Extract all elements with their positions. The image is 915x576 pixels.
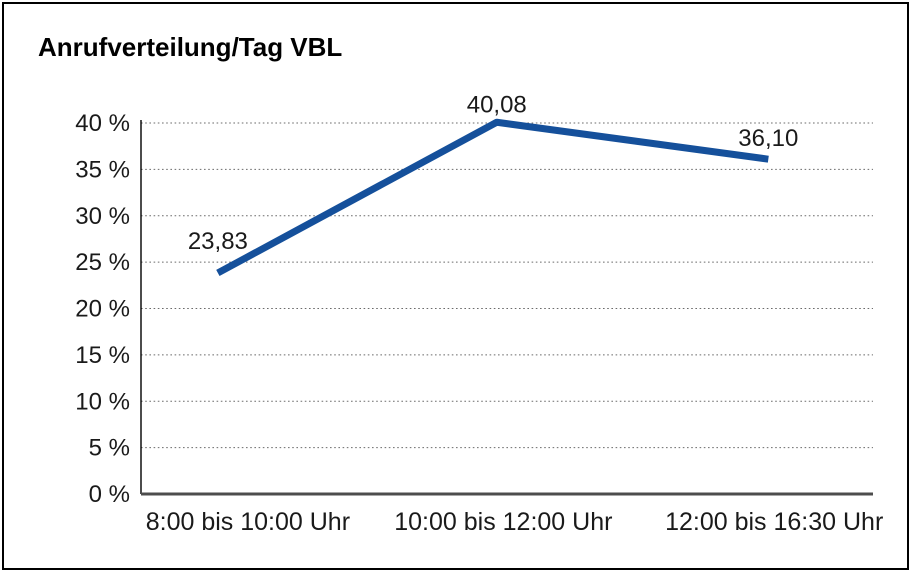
y-tick-label: 25 % <box>75 249 130 276</box>
x-category-label: 8:00 bis 10:00 Uhr <box>146 508 350 536</box>
x-category-label: 12:00 bis 16:30 Uhr <box>665 508 883 536</box>
y-tick-label: 5 % <box>89 435 130 462</box>
x-category-label: 10:00 bis 12:00 Uhr <box>394 508 612 536</box>
data-point-label: 23,83 <box>188 228 248 255</box>
y-tick-label: 10 % <box>75 388 130 415</box>
y-tick-label: 30 % <box>75 203 130 230</box>
y-tick-label: 20 % <box>75 296 130 323</box>
data-point-label: 36,10 <box>738 125 798 152</box>
chart-title: Anrufverteilung/Tag VBL <box>38 32 343 62</box>
y-tick-label: 15 % <box>75 342 130 369</box>
y-tick-label: 35 % <box>75 156 130 183</box>
series-line <box>216 118 769 277</box>
y-tick-label: 40 % <box>75 110 130 137</box>
y-tick-label: 0 % <box>89 481 130 508</box>
data-point-label: 40,08 <box>467 91 527 118</box>
